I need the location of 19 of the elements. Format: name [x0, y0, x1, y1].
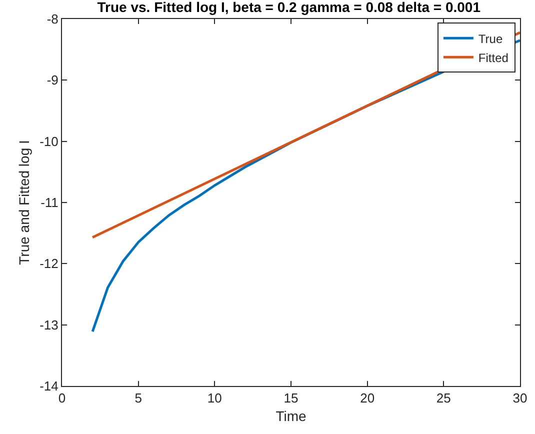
y-tick-label: -12: [40, 256, 58, 272]
x-tick-label: 5: [134, 390, 142, 406]
y-tick-label: -10: [40, 134, 58, 149]
y-tick-label: -14: [40, 378, 58, 394]
x-tick-label: 15: [284, 390, 298, 406]
x-tick-label: 25: [436, 390, 451, 406]
legend-label: True: [478, 32, 503, 46]
y-tick-label: -13: [40, 317, 58, 332]
y-tick-label: -11: [40, 195, 58, 210]
x-tick-label: 30: [512, 390, 528, 406]
x-tick-label: 10: [207, 390, 222, 406]
y-tick-label: -8: [46, 12, 58, 27]
legend-label: Fitted: [478, 50, 508, 65]
y-tick-label: -9: [46, 72, 58, 88]
y-axis-title: True and Fitted log I: [16, 140, 32, 265]
x-axis-title: Time: [276, 408, 307, 424]
x-tick-label: 0: [58, 390, 66, 406]
x-tick-label: 20: [360, 390, 375, 406]
chart-title: True vs. Fitted log I, beta = 0.2 gamma = 0.08 delta = 0.001: [97, 0, 481, 15]
